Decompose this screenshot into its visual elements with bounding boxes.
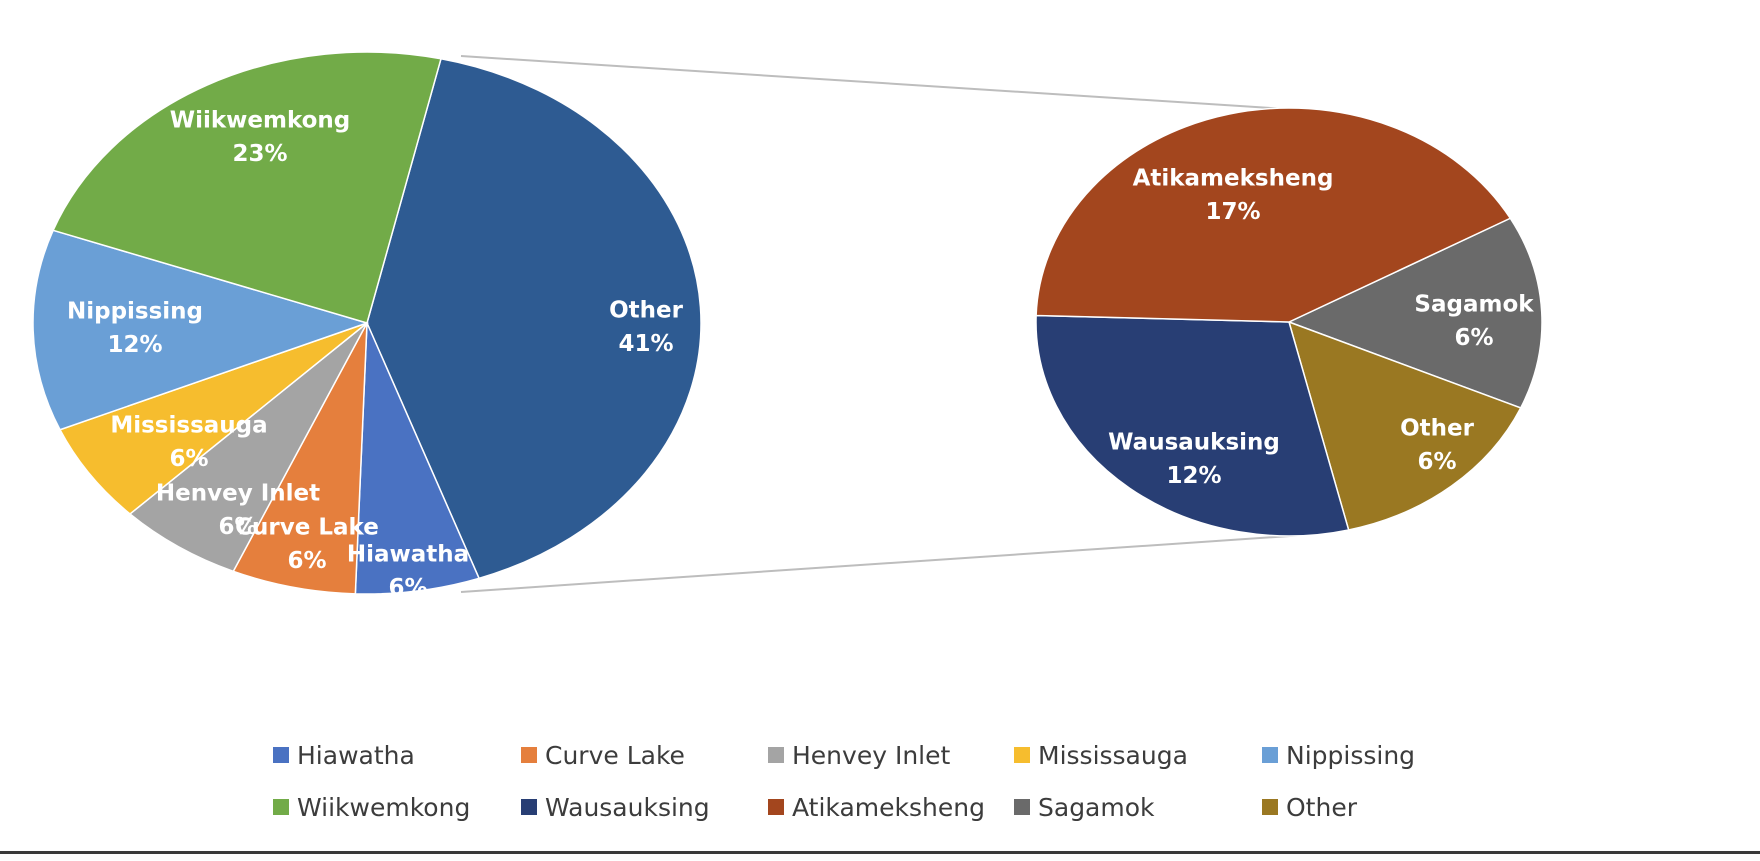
primary-labels: Other 41%Hiawatha 6%Curve Lake 6%Henvey Inl… bbox=[67, 107, 684, 600]
legend-item-mississauga: Mississauga bbox=[1014, 741, 1188, 770]
legend-label: Sagamok bbox=[1038, 793, 1155, 822]
legend-item-other: Other bbox=[1262, 793, 1358, 822]
legend-label: Wausauksing bbox=[545, 793, 710, 822]
legend-swatch bbox=[273, 799, 289, 815]
legend-swatch bbox=[521, 747, 537, 763]
primary-label-curve-lake: Curve Lake 6% bbox=[235, 514, 379, 573]
secondary-label-atikameksheng: Atikameksheng 17% bbox=[1133, 165, 1334, 224]
connector-lines bbox=[460, 55, 1306, 593]
slice-label-name: Mississauga bbox=[110, 412, 267, 438]
secondary-slices bbox=[1035, 107, 1543, 537]
slice-label-value: 6% bbox=[388, 575, 427, 601]
slice-label-value: 6% bbox=[1454, 325, 1493, 351]
legend-swatch bbox=[273, 747, 289, 763]
secondary-slice-other bbox=[1287, 320, 1522, 531]
secondary-slice-sagamok bbox=[1287, 217, 1543, 409]
primary-label-nippissing: Nippissing 12% bbox=[67, 298, 203, 357]
legend-label: Curve Lake bbox=[545, 741, 685, 770]
slice-label-value: 6% bbox=[287, 548, 326, 574]
connector-line-bottom bbox=[460, 534, 1306, 593]
slice-label-value: 12% bbox=[107, 332, 162, 358]
slice-label-name: Wiikwemkong bbox=[170, 107, 351, 133]
legend-item-wausauksing: Wausauksing bbox=[521, 793, 710, 822]
legend-item-atikameksheng: Atikameksheng bbox=[768, 793, 985, 822]
secondary-label-sagamok: Sagamok 6% bbox=[1414, 291, 1534, 350]
slice-label-value: 12% bbox=[1166, 463, 1221, 489]
secondary-label-other: Other 6% bbox=[1400, 415, 1475, 474]
secondary-slice-wausauksing bbox=[1035, 314, 1350, 537]
primary-slice-mississauga bbox=[58, 322, 368, 515]
primary-label-mississauga: Mississauga 6% bbox=[110, 412, 267, 471]
slice-label-value: 6% bbox=[218, 514, 257, 540]
legend-label: Hiawatha bbox=[297, 741, 415, 770]
slice-label-name: Atikameksheng bbox=[1133, 165, 1334, 191]
legend-label: Other bbox=[1286, 793, 1358, 822]
legend-swatch bbox=[1014, 799, 1030, 815]
slice-label-value: 41% bbox=[618, 331, 673, 357]
slice-label-value: 6% bbox=[1417, 449, 1456, 475]
legend-swatch bbox=[1262, 799, 1278, 815]
slice-label-name: Other bbox=[1400, 415, 1475, 441]
connector-line-top bbox=[460, 55, 1303, 111]
secondary-slice-atikameksheng bbox=[1035, 107, 1512, 323]
legend-item-hiawatha: Hiawatha bbox=[273, 741, 415, 770]
primary-slices bbox=[32, 51, 702, 595]
legend-label: Henvey Inlet bbox=[792, 741, 950, 770]
primary-label-henvey-inlet: Henvey Inlet 6% bbox=[156, 480, 320, 539]
slice-label-name: Nippissing bbox=[67, 298, 203, 324]
primary-slice-henvey-inlet bbox=[128, 322, 368, 573]
legend-swatch bbox=[768, 747, 784, 763]
slice-label-name: Sagamok bbox=[1414, 291, 1534, 317]
legend-item-henvey-inlet: Henvey Inlet bbox=[768, 741, 950, 770]
slice-label-name: Other bbox=[609, 297, 684, 323]
legend-swatch bbox=[768, 799, 784, 815]
slice-label-name: Hiawatha bbox=[347, 541, 469, 567]
slice-label-value: 23% bbox=[232, 141, 287, 167]
primary-label-hiawatha: Hiawatha 6% bbox=[347, 541, 469, 600]
slice-label-value: 17% bbox=[1205, 199, 1260, 225]
secondary-labels: Sagamok 6% Other 6% Wausauksing 12% Atikameksh… bbox=[1108, 165, 1534, 488]
primary-slice-nippissing bbox=[32, 229, 370, 431]
legend-item-wiikwemkong: Wiikwemkong bbox=[273, 793, 470, 822]
legend-label: Nippissing bbox=[1286, 741, 1415, 770]
slice-label-value: 6% bbox=[169, 446, 208, 472]
legend-swatch bbox=[521, 799, 537, 815]
slice-label-name: Henvey Inlet bbox=[156, 480, 320, 506]
legend-label: Wiikwemkong bbox=[297, 793, 470, 822]
slice-label-name: Curve Lake bbox=[235, 514, 379, 540]
primary-slice-curve-lake bbox=[232, 322, 368, 595]
primary-label-other: Other 41% bbox=[609, 297, 684, 356]
legend: Hiawatha Curve Lake Henvey Inlet Mississaug… bbox=[273, 741, 1415, 822]
primary-label-wiikwemkong: Wiikwemkong 23% bbox=[170, 107, 351, 166]
slice-label-name: Wausauksing bbox=[1108, 429, 1280, 455]
primary-slice-other bbox=[366, 57, 702, 580]
primary-pie: Other 41%Hiawatha 6%Curve Lake 6%Henvey Inl… bbox=[32, 51, 702, 601]
primary-slice-hiawatha bbox=[354, 322, 481, 595]
legend-item-sagamok: Sagamok bbox=[1014, 793, 1155, 822]
legend-label: Mississauga bbox=[1038, 741, 1188, 770]
legend-label: Atikameksheng bbox=[792, 793, 985, 822]
legend-swatch bbox=[1014, 747, 1030, 763]
legend-item-curve-lake: Curve Lake bbox=[521, 741, 685, 770]
primary-slice-wiikwemkong bbox=[52, 51, 442, 324]
legend-swatch bbox=[1262, 747, 1278, 763]
secondary-pie: Sagamok 6% Other 6% Wausauksing 12% Atikameksh… bbox=[1035, 107, 1543, 537]
bottom-divider bbox=[0, 851, 1760, 854]
legend-item-nippissing: Nippissing bbox=[1262, 741, 1415, 770]
secondary-label-wausauksing: Wausauksing 12% bbox=[1108, 429, 1280, 488]
